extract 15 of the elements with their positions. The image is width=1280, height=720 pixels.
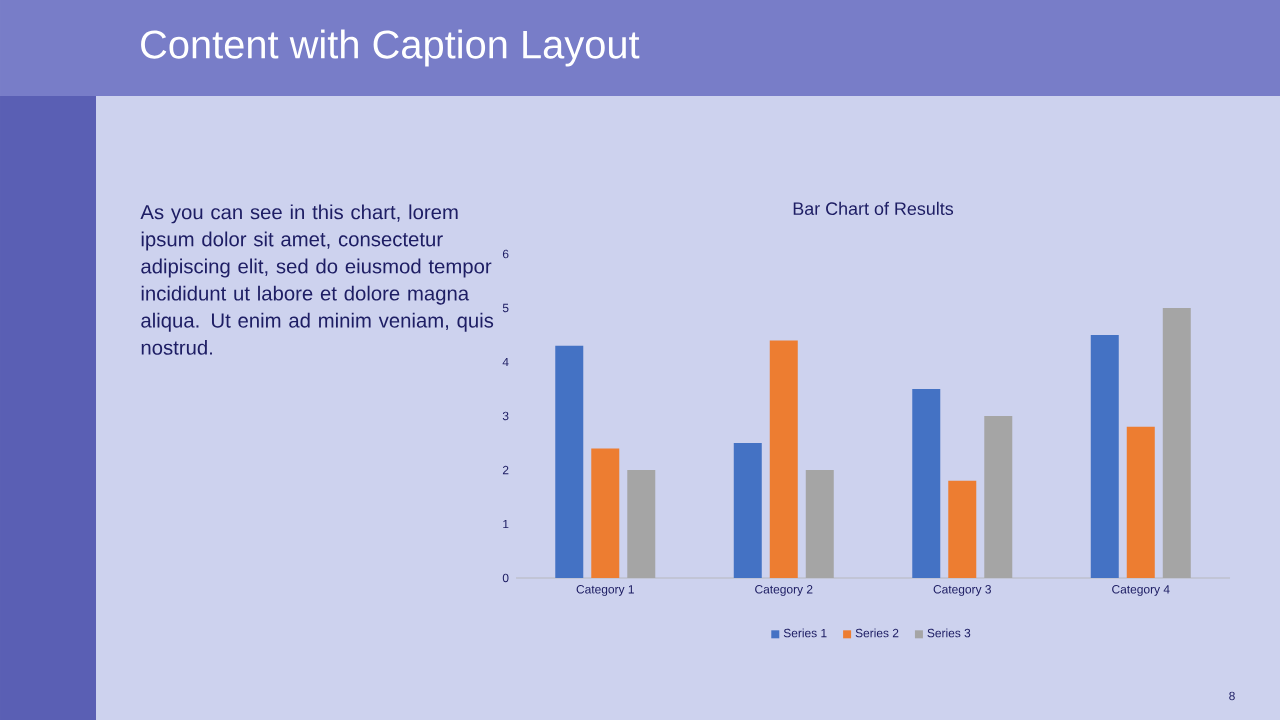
bar: [733, 443, 762, 578]
chart-title: Bar Chart of Results: [793, 201, 954, 216]
bar: [984, 416, 1013, 578]
text: As you can see in this chart, lorem ipsum dolor sit amet, consectetur adipiscing elit, sed do eiusmod tempor incididunt ut labore et dolore magna aliqua. Ut enim ad minim veniam, quis nostrud.: [140, 204, 494, 355]
bar: [555, 345, 584, 578]
text: Content with Caption Layout: [141, 29, 640, 67]
bar: [591, 448, 620, 578]
bar: [912, 389, 941, 578]
bar: [769, 340, 798, 578]
bar: [805, 470, 834, 578]
bar: [627, 470, 656, 578]
bar: [948, 480, 977, 578]
bar: [1090, 334, 1119, 578]
bar: [1126, 426, 1155, 578]
bar: [1162, 307, 1191, 578]
